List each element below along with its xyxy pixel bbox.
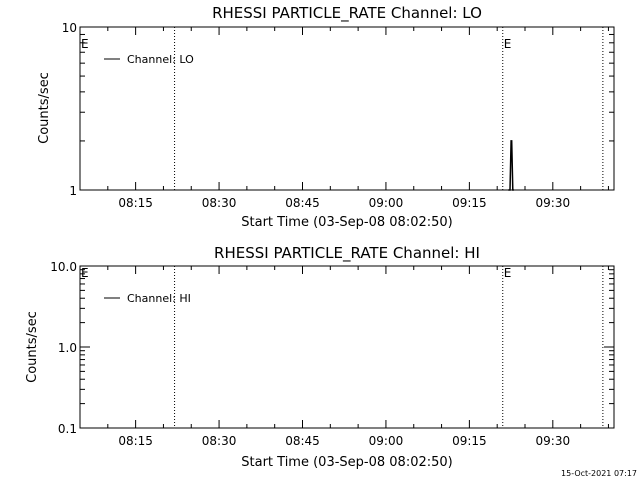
x-ticks: 08:15 08:30 08:45 09:00 09:15 09:30	[79, 27, 609, 210]
event-marker-label: E	[504, 266, 512, 280]
x-tick-label: 09:15	[452, 434, 487, 448]
event-marker-label: E	[504, 37, 512, 51]
plot-frame	[79, 265, 615, 429]
x-ticks: 08:15 08:30 08:45 09:00 09:15 09:30	[79, 266, 609, 448]
y-ticks: 1 10	[62, 21, 614, 198]
series-line	[508, 140, 514, 191]
x-tick-label: 08:45	[285, 196, 320, 210]
left-marker-label: E	[81, 37, 89, 51]
x-tick-label: 09:30	[536, 434, 571, 448]
series-lo	[508, 140, 514, 191]
chart-title: RHESSI PARTICLE_RATE Channel: LO	[212, 4, 482, 23]
x-tick-label: 08:15	[118, 196, 153, 210]
footer-timestamp: 15-Oct-2021 07:17	[561, 469, 637, 478]
x-tick-label: 08:30	[202, 434, 237, 448]
x-tick-label: 08:15	[118, 434, 153, 448]
y-tick-label: 10	[62, 21, 77, 35]
x-tick-label: 09:15	[452, 196, 487, 210]
plot-frame	[79, 26, 615, 191]
y-tick-label: 0.1	[58, 422, 77, 436]
y-tick-label: 10.0	[50, 260, 77, 274]
event-markers: E	[174, 266, 604, 428]
x-tick-label: 08:45	[285, 434, 320, 448]
x-tick-label: 08:30	[202, 196, 237, 210]
x-tick-label: 09:30	[536, 196, 571, 210]
x-axis-label: Start Time (03-Sep-08 08:02:50)	[241, 215, 452, 230]
chart-panel-hi: RHESSI PARTICLE_RATE Channel: HI 08:15 08…	[25, 244, 615, 470]
chart-panel-lo: RHESSI PARTICLE_RATE Channel: LO 08:15 08…	[37, 4, 615, 230]
event-markers: E	[174, 27, 604, 190]
x-axis-label: Start Time (03-Sep-08 08:02:50)	[241, 455, 452, 470]
y-tick-label: 1	[69, 184, 77, 198]
y-ticks: 0.1 1.0 10.0	[50, 260, 614, 436]
x-tick-label: 09:00	[369, 434, 404, 448]
legend-label: Channel: LO	[127, 53, 194, 66]
y-tick-label: 1.0	[58, 341, 77, 355]
left-marker-label: E	[81, 266, 89, 280]
legend-label: Channel: HI	[127, 292, 191, 305]
y-axis-label: Counts/sec	[25, 311, 40, 383]
y-axis-label: Counts/sec	[37, 72, 52, 144]
chart-title: RHESSI PARTICLE_RATE Channel: HI	[214, 244, 480, 263]
x-tick-label: 09:00	[369, 196, 404, 210]
